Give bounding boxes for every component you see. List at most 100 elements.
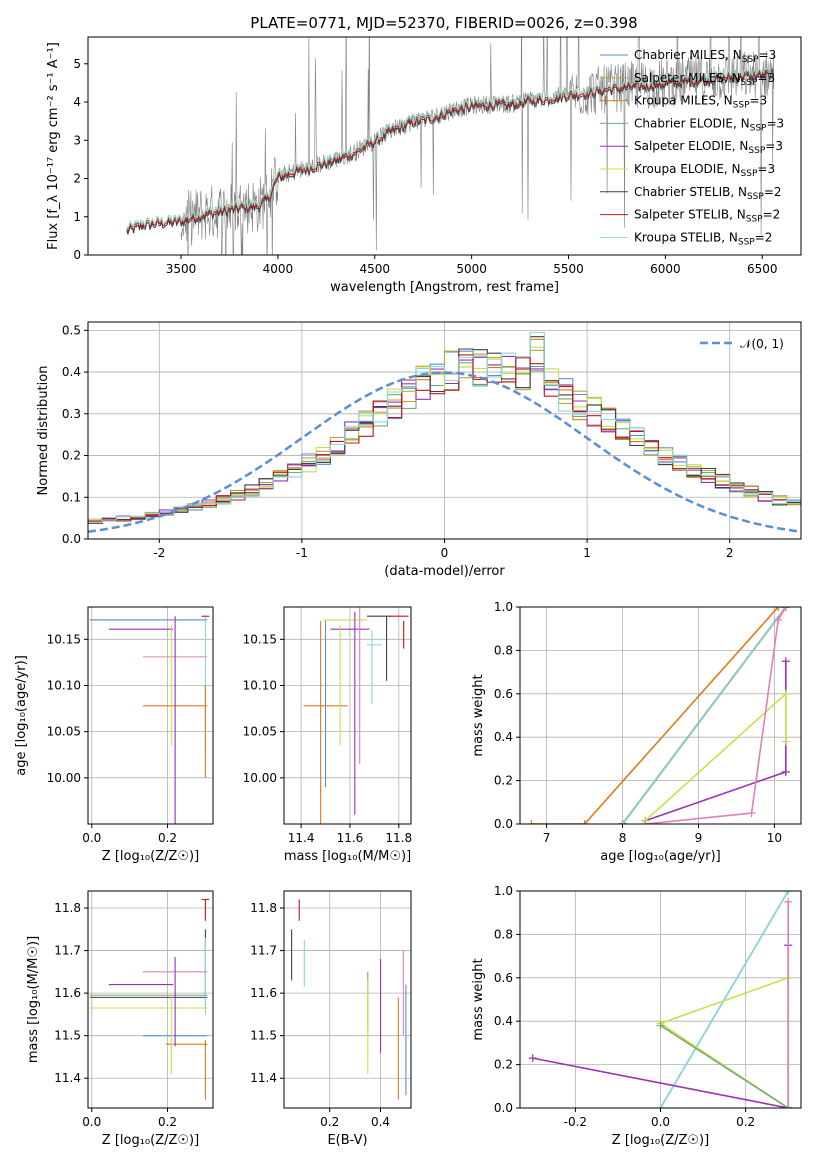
x-tick-label: 1 <box>583 546 591 560</box>
plot-body <box>527 607 790 824</box>
y-tick-label: 0.1 <box>62 490 81 504</box>
x-axis-label: Z [log₁₀(Z/Z☉)] <box>612 1133 709 1148</box>
x-tick-label: 0.0 <box>651 1115 670 1129</box>
legend-label: Salpeter MILES, NSSP=3 <box>634 71 775 88</box>
legend-label: Chabrier MILES, NSSP=3 <box>634 48 776 65</box>
weight-vs-age-panel: 7 8 9 10 0.0 0.2 0.4 0.6 0.8 1.0 age [log₁₀(age/yr… <box>471 600 802 864</box>
axes-frame <box>87 36 802 256</box>
x-axis-label: Z [log₁₀(Z/Z☉)] <box>102 849 199 864</box>
x-tick-label: 0 <box>441 546 449 560</box>
x-tick-label: -1 <box>296 546 308 560</box>
weight-line-4 <box>645 661 787 822</box>
y-tick-label: 5 <box>73 57 81 71</box>
x-tick-label: 8 <box>619 831 627 845</box>
legend-sub: SSP <box>747 192 764 202</box>
weight-line-3 <box>660 976 789 1108</box>
x-tick-label: 4000 <box>263 262 294 276</box>
weight-point <box>784 891 793 895</box>
x-axis-label: mass [log₁₀(M/M☉)] <box>284 849 411 864</box>
x-tick-label: 0.2 <box>320 1115 339 1129</box>
x-tick-label: 11.8 <box>385 831 412 845</box>
weight-line-4 <box>660 1024 789 1108</box>
weight-point <box>781 689 790 698</box>
legend-label: Kroupa ELODIE, NSSP=3 <box>634 162 775 179</box>
plot-body <box>528 891 793 1108</box>
weight-line-9 <box>645 607 787 824</box>
x-axis-label: age [log₁₀(age/yr)] <box>600 849 721 864</box>
weight-line-1 <box>659 891 789 1108</box>
weight-vs-metallicity-panel: -0.2 0.0 0.2 0.0 0.2 0.4 0.6 0.8 1.0 Z [log₁₀(Z/Z… <box>471 884 802 1148</box>
y-tick-label: 11.4 <box>250 1071 277 1085</box>
y-tick-label: 0.4 <box>494 730 513 744</box>
weight-line-2 <box>531 607 779 824</box>
y-tick-label: 0.2 <box>494 774 513 788</box>
y-axis-label: Flux [f_λ 10⁻¹⁷ erg cm⁻² s⁻¹ A⁻¹] <box>46 42 61 250</box>
y-tick-label: 1.0 <box>494 884 513 898</box>
plot-body <box>126 37 775 255</box>
y-tick-label: 0.4 <box>62 365 81 379</box>
y-axis-label: Normed distribution <box>36 366 51 496</box>
model-spectrum-7 <box>126 67 774 233</box>
x-tick-label: 0.4 <box>371 1115 390 1129</box>
x-tick-label: -2 <box>153 546 165 560</box>
legend-sub: SSP <box>746 215 763 225</box>
gridlines <box>88 607 213 824</box>
x-tick-label: 5500 <box>553 262 584 276</box>
y-tick-label: 0 <box>73 248 81 262</box>
weight-point <box>656 1104 665 1108</box>
x-tick-label: 0.2 <box>158 831 177 845</box>
x-tick-label: 9 <box>695 831 703 845</box>
x-tick-label: 6500 <box>747 262 778 276</box>
legend-label: Salpeter STELIB, NSSP=2 <box>634 208 780 225</box>
weight-point <box>774 616 783 625</box>
y-tick-label: 10.05 <box>243 725 277 739</box>
y-tick-label: 11.7 <box>54 944 81 958</box>
legend-n: =3 <box>757 71 775 85</box>
legend-sub: SSP <box>742 55 759 65</box>
x-tick-label: 0.0 <box>82 831 101 845</box>
weight-point <box>641 820 650 824</box>
y-tick-label: 2 <box>73 172 81 186</box>
legend-sub: SSP <box>748 146 765 156</box>
legend-label: Chabrier STELIB, NSSP=2 <box>634 185 782 202</box>
weight-point <box>580 820 589 824</box>
y-tick-label: 3 <box>73 133 81 147</box>
legend-n: =3 <box>750 94 768 108</box>
y-tick-label: 11.5 <box>250 1029 277 1043</box>
legend: Chabrier MILES, NSSP=3 Salpeter MILES, NS… <box>600 48 784 247</box>
weight-point <box>528 1054 537 1063</box>
y-tick-label: 4 <box>73 95 81 109</box>
model-spectrum-6 <box>126 70 774 236</box>
x-tick-label: 7 <box>543 831 551 845</box>
axes-frame <box>283 890 412 1109</box>
gridlines <box>88 891 213 1108</box>
x-tick-label: 3500 <box>166 262 197 276</box>
legend-n: =3 <box>766 116 784 130</box>
weight-point <box>527 820 536 824</box>
y-axis-label: mass weight <box>471 958 486 1040</box>
weight-point <box>618 820 627 824</box>
axes-frame <box>519 890 802 1109</box>
y-tick-label: 11.6 <box>250 986 277 1000</box>
legend-label: 𝒩(0, 1) <box>740 337 784 351</box>
y-axis-label: age [log₁₀(age/yr)] <box>14 655 29 776</box>
y-tick-label: 11.7 <box>250 944 277 958</box>
x-axis-label: (data-model)/error <box>384 564 505 579</box>
y-tick-label: 1.0 <box>494 600 513 614</box>
x-tick-label: 4500 <box>359 262 390 276</box>
observed-spectrum <box>180 37 775 255</box>
gridlines <box>284 607 411 824</box>
weight-point <box>774 607 783 611</box>
weight-point <box>784 1104 793 1108</box>
age-vs-metallicity-panel: 0.0 0.2 10.00 10.05 10.10 10.15 Z [log₁₀(Z/Z☉)… <box>14 606 214 864</box>
residuals-panel: -2 -1 0 1 2 0.0 0.1 0.2 0.3 0.4 0.5 (data-model)/er… <box>36 321 802 579</box>
legend-sub: SSP <box>750 123 767 133</box>
x-tick-label: 0.2 <box>158 1115 177 1129</box>
y-tick-label: 0.0 <box>62 532 81 546</box>
y-tick-label: 0.0 <box>494 817 513 831</box>
plot-body <box>303 607 409 824</box>
y-tick-label: 11.4 <box>54 1071 81 1085</box>
y-axis-label: mass [log₁₀(M/M☉)] <box>26 936 41 1063</box>
y-tick-label: 11.8 <box>250 901 277 915</box>
y-axis-label: mass weight <box>471 674 486 756</box>
